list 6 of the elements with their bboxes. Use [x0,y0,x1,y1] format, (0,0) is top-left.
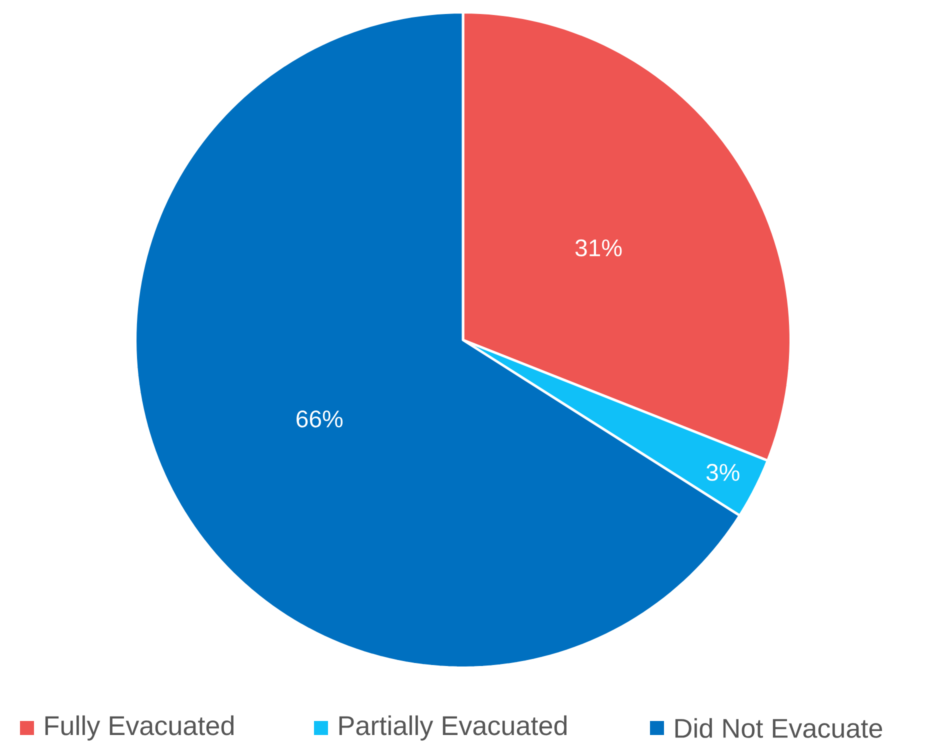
data-label: 31% [575,239,622,256]
data-label: 3% [706,464,740,481]
legend-label: Partially Evacuated [339,715,567,741]
legend-label: Did Not Evacuate [675,718,882,738]
data-label: 66% [296,410,343,428]
legend-label: Fully Evacuated [45,715,234,741]
